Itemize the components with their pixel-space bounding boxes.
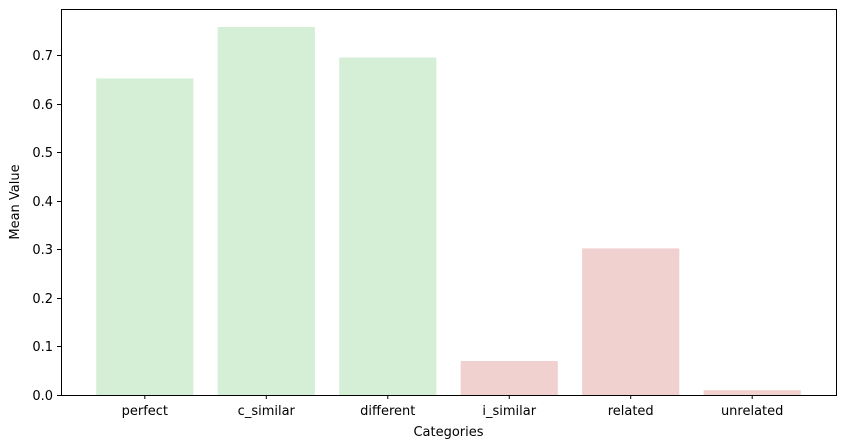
x-tick-label: unrelated [721,404,783,419]
plot-frame [61,9,837,396]
y-tick-label: 0.0 [32,389,53,404]
x-tick-label: perfect [122,404,168,419]
bars-group [96,26,801,395]
bar-i_similar [460,361,558,395]
bar-c_similar [217,26,315,395]
x-tick-label: related [608,404,654,419]
y-tick-label: 0.7 [32,49,53,64]
bar-related [582,248,680,395]
y-tick-label: 0.5 [32,146,53,161]
y-tick-label: 0.3 [32,243,53,258]
x-tick-label: different [360,404,415,419]
x-tick-label: i_similar [482,404,536,419]
x-axis-label: Categories [413,425,483,440]
y-tick-label: 0.2 [32,292,53,307]
bar-different [339,57,437,395]
x-axis-ticks: perfect c_similar different i_similar relate… [122,395,783,419]
x-tick-label: c_similar [238,404,296,419]
y-tick-label: 0.6 [32,98,53,113]
y-tick-label: 0.1 [32,340,53,355]
y-tick-label: 0.4 [32,195,53,210]
y-axis-label: Mean Value [8,164,23,239]
bar-unrelated [703,390,801,395]
bar-perfect [96,78,194,395]
y-axis-ticks: 0.0 0.1 0.2 0.3 0.4 0.5 0.6 0.7 [32,49,61,404]
